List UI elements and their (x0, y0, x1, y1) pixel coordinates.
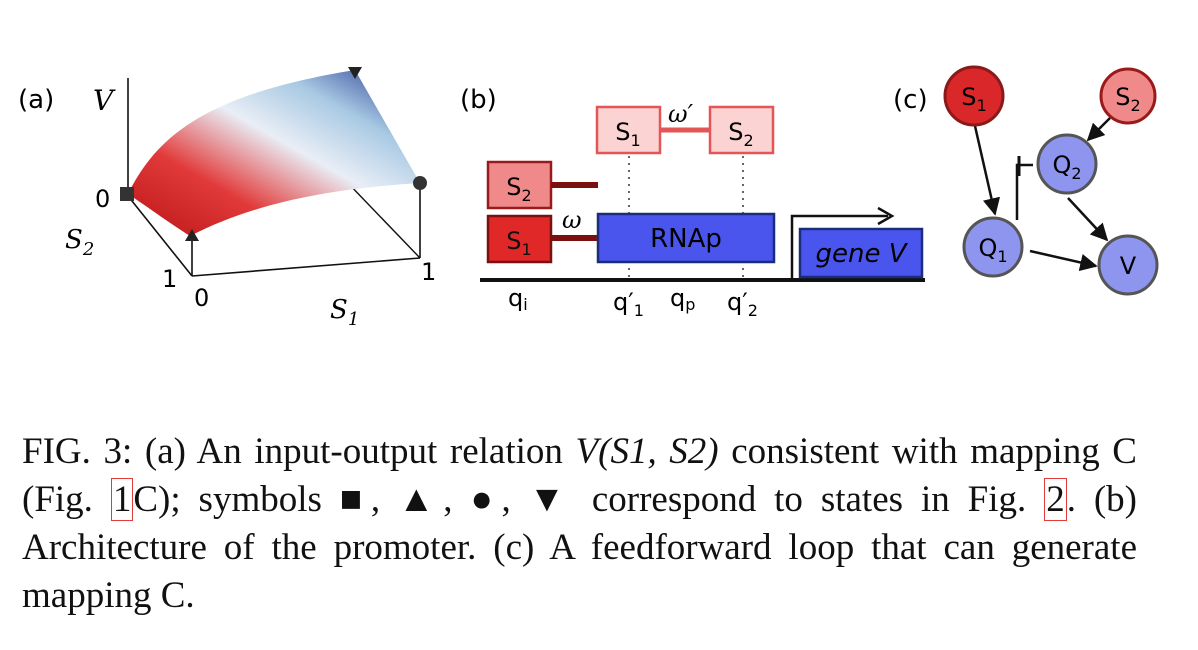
node-s2 (1099, 67, 1157, 125)
s1-left-label: S1 (506, 227, 531, 259)
figure-canvas: (a) V 0 S2 1 0 1 S1 (b) S1 ω′ S2 (18, 65, 1159, 330)
panel-b: (b) S1 ω′ S2 S2 S1 ω RNAp gene V qi q (460, 85, 925, 320)
tick-0-left: 0 (95, 185, 110, 213)
box-edge-back (344, 179, 421, 259)
v-axis-label: V (93, 84, 116, 117)
node-q1 (962, 216, 1024, 278)
promoter-arrowhead (877, 206, 895, 226)
figure-1-link[interactable]: 1 (110, 478, 134, 521)
edge-q1-v (1029, 249, 1098, 272)
q2p-label: q′2 (727, 288, 758, 320)
caption-after-ref2: . (b) Architecture of the promoter. (c) … (22, 479, 1137, 616)
qi-label: qi (508, 284, 528, 314)
panel-c: (c) S1 S2 Q2 Q1 V (893, 65, 1159, 296)
s1-axis-label: S1 (330, 295, 359, 330)
promoter-arrow (790, 214, 888, 280)
node-s2-label: S2 (1115, 83, 1140, 115)
caption-relation: V(S1, S2) (575, 431, 719, 472)
figure-2-link[interactable]: 2 (1044, 478, 1067, 521)
node-v-label: V (1120, 252, 1137, 280)
s1-axis-line (191, 257, 421, 277)
qp-label: qp (670, 284, 695, 314)
panel-a-label: (a) (18, 85, 54, 115)
edge-s1-q1 (973, 125, 1001, 216)
s2-axis-line (127, 195, 193, 277)
node-q2 (1036, 133, 1098, 195)
gene-v-label: gene V (815, 239, 908, 269)
io-surface (128, 70, 420, 236)
node-q2-label: Q2 (1052, 151, 1081, 183)
omega-prime-label: ω′ (668, 100, 694, 128)
edge-q1-q2-inhibit (1015, 163, 1033, 220)
s2-axis-label: S2 (65, 225, 94, 260)
square-marker (120, 187, 134, 201)
tick-1-s1: 1 (421, 258, 436, 286)
node-v (1097, 234, 1159, 296)
panel-a: (a) V 0 S2 1 0 1 S1 (18, 67, 436, 330)
s1-top-box (595, 105, 662, 155)
panel-b-label: (b) (460, 85, 497, 115)
node-q1-label: Q1 (978, 234, 1007, 266)
caption-after-relation: consistent with mapping C (Fig. (22, 431, 1137, 520)
circle-marker (413, 176, 427, 190)
edge-q2-v (1067, 197, 1109, 242)
node-s1 (943, 65, 1005, 127)
edge-s2-q2 (1086, 117, 1111, 142)
s2-left-label: S2 (506, 173, 531, 205)
rnap-box (596, 212, 776, 264)
tick-1-s2: 1 (162, 265, 177, 293)
gene-v-box (798, 227, 924, 279)
tick-0-s1: 0 (194, 284, 209, 312)
panel-c-label: (c) (893, 85, 928, 115)
figure-caption: FIG. 3: (a) An input-output relation V(S… (22, 428, 1137, 620)
omega-label: ω (562, 206, 582, 234)
node-s1-label: S1 (961, 83, 986, 115)
triangle-down-marker (348, 67, 362, 79)
triangle-up-marker (185, 229, 199, 241)
caption-a-intro: (a) An input-output relation (144, 431, 563, 472)
rnap-label: RNAp (650, 224, 722, 254)
figure: (a) V 0 S2 1 0 1 S1 (b) S1 ω′ S2 (18, 65, 1159, 330)
s2-top-box (708, 105, 775, 155)
caption-fig-number: FIG. 3: (22, 431, 133, 472)
q1p-label: q′1 (613, 288, 644, 320)
caption-after-ref1: C); symbols ■, ▲, ●, ▼ correspond to sta… (133, 479, 1027, 520)
s2-top-label: S2 (728, 118, 753, 150)
s1-top-label: S1 (615, 118, 640, 150)
